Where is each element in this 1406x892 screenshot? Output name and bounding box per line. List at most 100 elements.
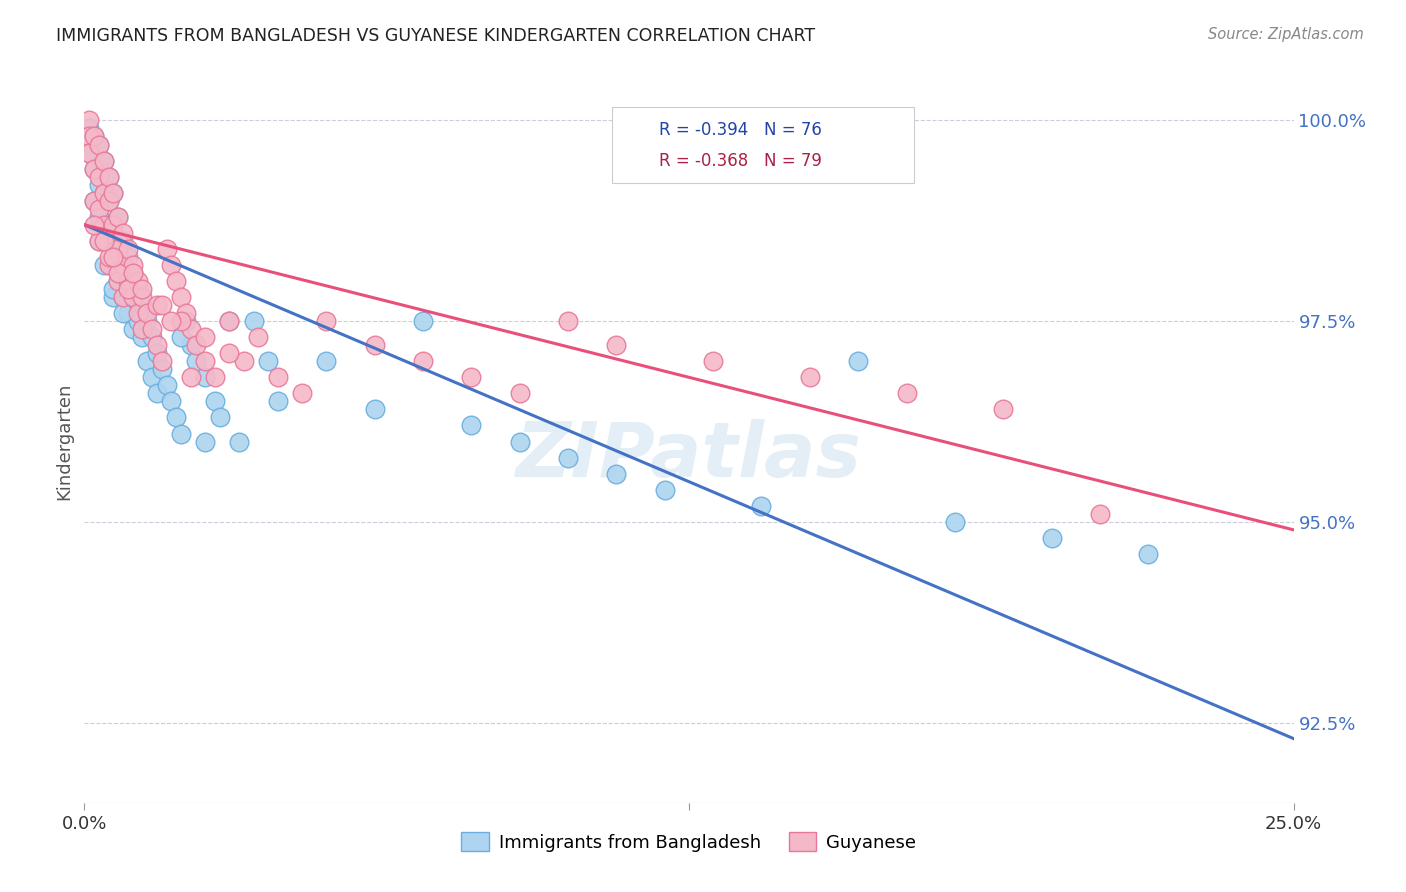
Point xyxy=(107,266,129,280)
Point xyxy=(204,394,226,409)
Point xyxy=(107,210,129,224)
Point xyxy=(117,306,139,320)
Point xyxy=(83,129,105,144)
Point xyxy=(228,434,250,449)
Point xyxy=(509,386,531,401)
Point xyxy=(136,306,159,320)
Point xyxy=(654,483,676,497)
Point xyxy=(993,402,1015,417)
Point xyxy=(460,418,482,433)
Point xyxy=(121,322,143,336)
Point xyxy=(107,210,129,224)
Point xyxy=(117,242,139,256)
Point xyxy=(194,354,217,368)
Point xyxy=(112,258,135,272)
Point xyxy=(107,242,129,256)
Point xyxy=(136,314,159,328)
Point xyxy=(97,250,120,264)
Point xyxy=(97,194,120,208)
Point xyxy=(103,226,125,240)
Point xyxy=(160,394,183,409)
Point xyxy=(97,169,120,184)
Point xyxy=(131,290,153,304)
Point xyxy=(87,202,110,216)
Point xyxy=(93,153,115,168)
Point xyxy=(121,266,143,280)
Point xyxy=(93,218,115,232)
Point xyxy=(363,402,385,417)
Point xyxy=(170,330,193,344)
Point xyxy=(87,137,110,152)
Point xyxy=(112,234,135,248)
Point xyxy=(208,410,231,425)
Point xyxy=(146,298,169,312)
Point xyxy=(267,394,290,409)
Point xyxy=(87,169,110,184)
Point xyxy=(160,258,183,272)
Point xyxy=(87,234,110,248)
Point xyxy=(204,370,226,384)
Point xyxy=(170,314,193,328)
Point xyxy=(97,194,120,208)
Point xyxy=(247,330,270,344)
Point xyxy=(702,354,724,368)
Point xyxy=(136,354,159,368)
Point xyxy=(751,499,773,513)
Text: R = -0.394   N = 76: R = -0.394 N = 76 xyxy=(659,121,823,139)
Point xyxy=(83,161,105,176)
Point xyxy=(117,274,139,288)
Point xyxy=(97,258,120,272)
Point xyxy=(77,113,100,128)
Point xyxy=(146,338,169,352)
Point xyxy=(146,346,169,360)
Point xyxy=(180,338,202,352)
Point xyxy=(509,434,531,449)
Point xyxy=(107,274,129,288)
Point xyxy=(460,370,482,384)
Point xyxy=(150,298,173,312)
Point xyxy=(112,290,135,304)
Point xyxy=(83,218,105,232)
Point xyxy=(77,145,100,160)
Text: IMMIGRANTS FROM BANGLADESH VS GUYANESE KINDERGARTEN CORRELATION CHART: IMMIGRANTS FROM BANGLADESH VS GUYANESE K… xyxy=(56,27,815,45)
Point xyxy=(170,290,193,304)
Point xyxy=(112,226,135,240)
Point xyxy=(93,218,115,232)
Point xyxy=(267,370,290,384)
Point xyxy=(87,137,110,152)
Point xyxy=(291,386,314,401)
Point xyxy=(315,354,337,368)
Point xyxy=(242,314,264,328)
Point xyxy=(93,186,115,200)
Point xyxy=(180,322,202,336)
Point xyxy=(605,338,627,352)
Point xyxy=(557,314,579,328)
Point xyxy=(155,378,177,392)
Y-axis label: Kindergarten: Kindergarten xyxy=(55,383,73,500)
Point xyxy=(107,242,129,256)
Point xyxy=(141,370,163,384)
Point xyxy=(218,314,240,328)
Point xyxy=(165,410,187,425)
Point xyxy=(93,186,115,200)
Point xyxy=(97,226,120,240)
Point xyxy=(117,250,139,264)
Point xyxy=(180,370,202,384)
Point xyxy=(93,153,115,168)
Point xyxy=(127,282,149,296)
Point xyxy=(117,282,139,296)
Point xyxy=(150,362,173,376)
Point xyxy=(127,274,149,288)
Text: ZIPatlas: ZIPatlas xyxy=(516,419,862,493)
Point xyxy=(1137,547,1160,561)
Text: R = -0.368   N = 79: R = -0.368 N = 79 xyxy=(659,152,823,169)
Point xyxy=(184,338,207,352)
Point xyxy=(103,290,125,304)
Point xyxy=(103,258,125,272)
Point xyxy=(165,274,187,288)
Point xyxy=(194,370,217,384)
Point xyxy=(218,346,240,360)
Point xyxy=(160,314,183,328)
Point xyxy=(77,129,100,144)
Point xyxy=(87,210,110,224)
